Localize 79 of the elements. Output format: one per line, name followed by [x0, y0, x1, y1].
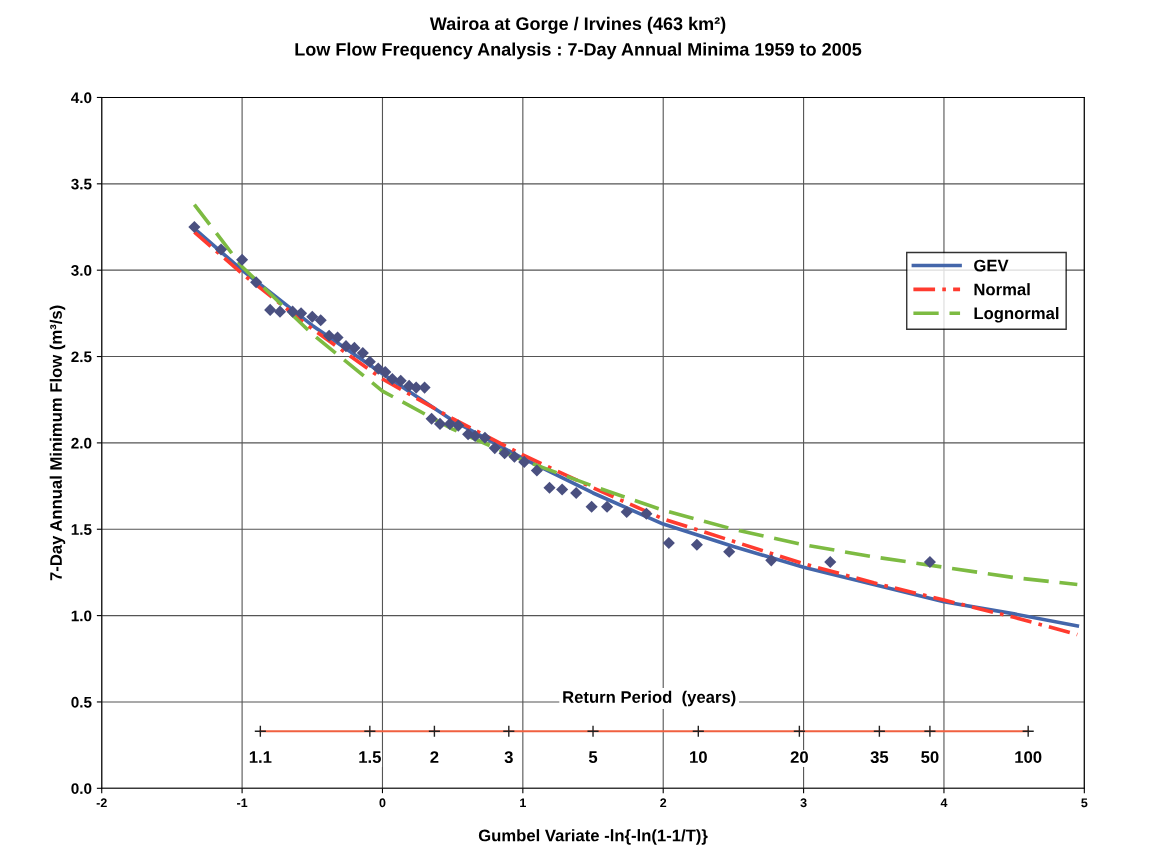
point	[723, 545, 736, 558]
annotation: Return Period (years)	[563, 690, 736, 707]
x-tick-label: 5	[1081, 798, 1088, 808]
point	[425, 412, 438, 425]
point	[314, 314, 327, 327]
point	[690, 538, 703, 551]
point	[530, 464, 543, 477]
annotation: 3	[504, 751, 513, 764]
x-axis-title: Gumbel Variate -ln{-ln(1-1/T)}	[478, 829, 708, 845]
x-tick-label: -1	[237, 798, 248, 808]
y-tick-label: 2.5	[71, 351, 92, 363]
point	[765, 554, 778, 567]
y-tick-label: 0.0	[71, 783, 92, 794]
point	[363, 355, 376, 368]
y-tick-label: 3.5	[71, 178, 92, 190]
y-tick-label: 3.0	[71, 265, 92, 276]
annotation: 35	[870, 751, 889, 764]
point	[556, 483, 569, 496]
point	[498, 447, 511, 460]
point	[348, 341, 361, 354]
annotation: 2	[430, 751, 439, 763]
point	[286, 305, 299, 318]
y-tick-label: 0.5	[71, 696, 92, 708]
point	[452, 419, 465, 432]
y-tick-label: 4.0	[71, 92, 92, 104]
annotation: 100	[1015, 751, 1042, 763]
annotation: 50	[921, 751, 939, 763]
point	[824, 556, 837, 569]
y-tick-label: 1.0	[71, 610, 92, 622]
point	[323, 329, 336, 342]
point	[339, 340, 353, 353]
point	[662, 537, 675, 550]
legend-label: Lognormal	[974, 306, 1059, 323]
legend-label: GEV	[974, 259, 1009, 272]
point	[570, 486, 583, 500]
annotation: 20	[790, 751, 808, 763]
annotation: 1.1	[249, 751, 272, 763]
point	[331, 331, 344, 344]
x-tick-label: 1	[520, 798, 526, 808]
point	[356, 347, 369, 360]
point	[306, 310, 319, 323]
point	[236, 253, 249, 266]
point	[923, 556, 936, 569]
annotation: 1.5	[359, 751, 381, 763]
point	[601, 500, 614, 513]
y-axis-title: 7-Day Annual Minimum Flow (m³/s)	[49, 305, 66, 581]
line-series	[192, 202, 1080, 587]
point	[250, 276, 263, 289]
point	[295, 307, 308, 320]
x-tick-label: 2	[660, 798, 667, 808]
point	[488, 442, 501, 455]
point	[372, 362, 385, 375]
y-tick-label: 2.0	[71, 437, 92, 449]
x-tick-label: -2	[96, 798, 107, 808]
point	[478, 431, 491, 444]
y-tick-label: 1.5	[71, 524, 92, 535]
point	[188, 220, 201, 234]
point	[585, 500, 598, 513]
point	[640, 507, 653, 520]
point	[273, 305, 287, 318]
point	[394, 374, 407, 387]
legend-label: Normal	[974, 283, 1030, 296]
annotation: 5	[588, 751, 598, 763]
point	[469, 429, 482, 443]
point	[214, 243, 228, 256]
point	[386, 372, 399, 386]
point	[264, 303, 277, 316]
point	[433, 417, 447, 430]
point	[518, 455, 531, 468]
chart-title: Wairoa at Gorge / Irvines (463 km²)	[429, 16, 726, 34]
point	[543, 481, 556, 494]
annotation: 10	[690, 751, 707, 763]
point	[620, 505, 633, 519]
x-tick-label: 3	[800, 798, 807, 808]
point	[508, 450, 521, 463]
point	[379, 366, 392, 379]
chart-subtitle: Low Flow Frequency Analysis : 7-Day Annual Minima 1959 to 2005	[295, 42, 862, 60]
x-tick-label: 0	[379, 798, 386, 808]
x-tick-label: 4	[940, 798, 948, 808]
